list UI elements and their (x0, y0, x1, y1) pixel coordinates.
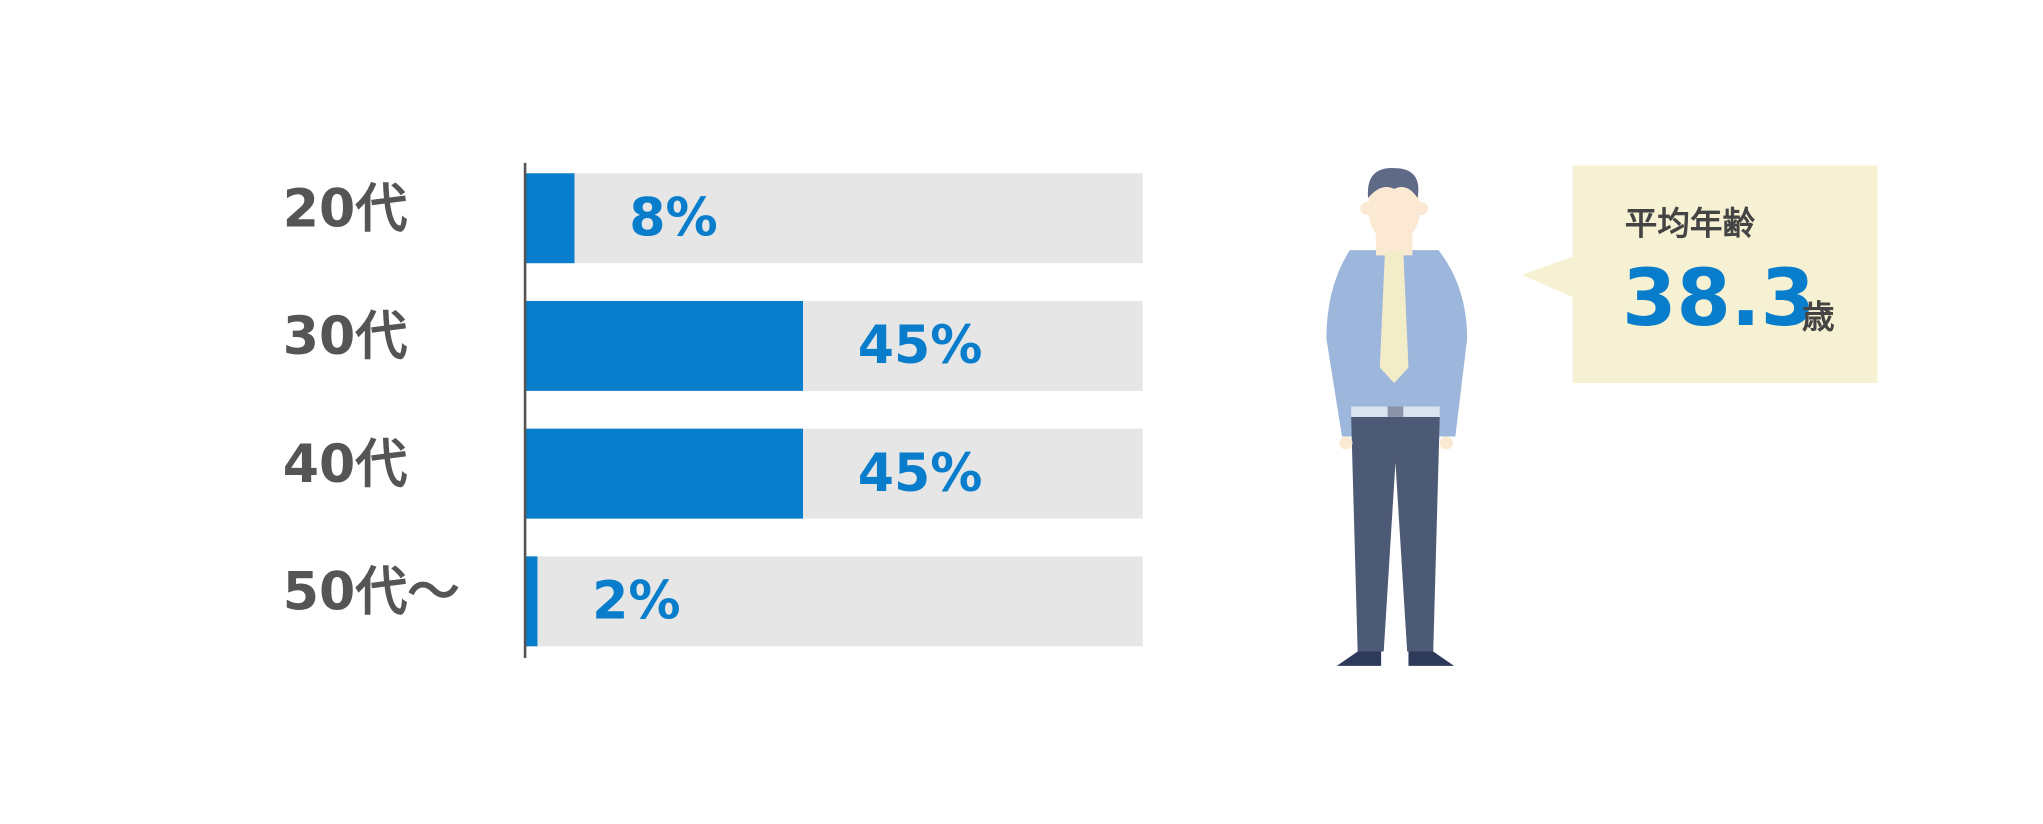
value-label: 45% (858, 444, 983, 504)
value-label: 2% (592, 572, 680, 632)
category-label: 40代 (283, 435, 408, 495)
annotation-unit: 歳 (1802, 298, 1835, 336)
bar-track (525, 173, 1143, 264)
category-label: 30代 (283, 307, 408, 367)
annotation-label: 平均年齢 (1625, 204, 1756, 242)
category-label: 50代〜 (283, 562, 460, 622)
bar (525, 173, 575, 264)
value-label: 8% (629, 189, 717, 249)
annotation-value: 38.3 (1622, 253, 1815, 344)
bar (525, 300, 803, 391)
callout: 平均年齢 38.3 歳 (1521, 165, 1878, 384)
category-label: 20代 (283, 179, 408, 239)
person-illustration (1326, 168, 1468, 666)
bar (525, 428, 803, 519)
bar-track (525, 556, 1143, 647)
value-label: 45% (858, 316, 983, 376)
bar (525, 556, 538, 647)
